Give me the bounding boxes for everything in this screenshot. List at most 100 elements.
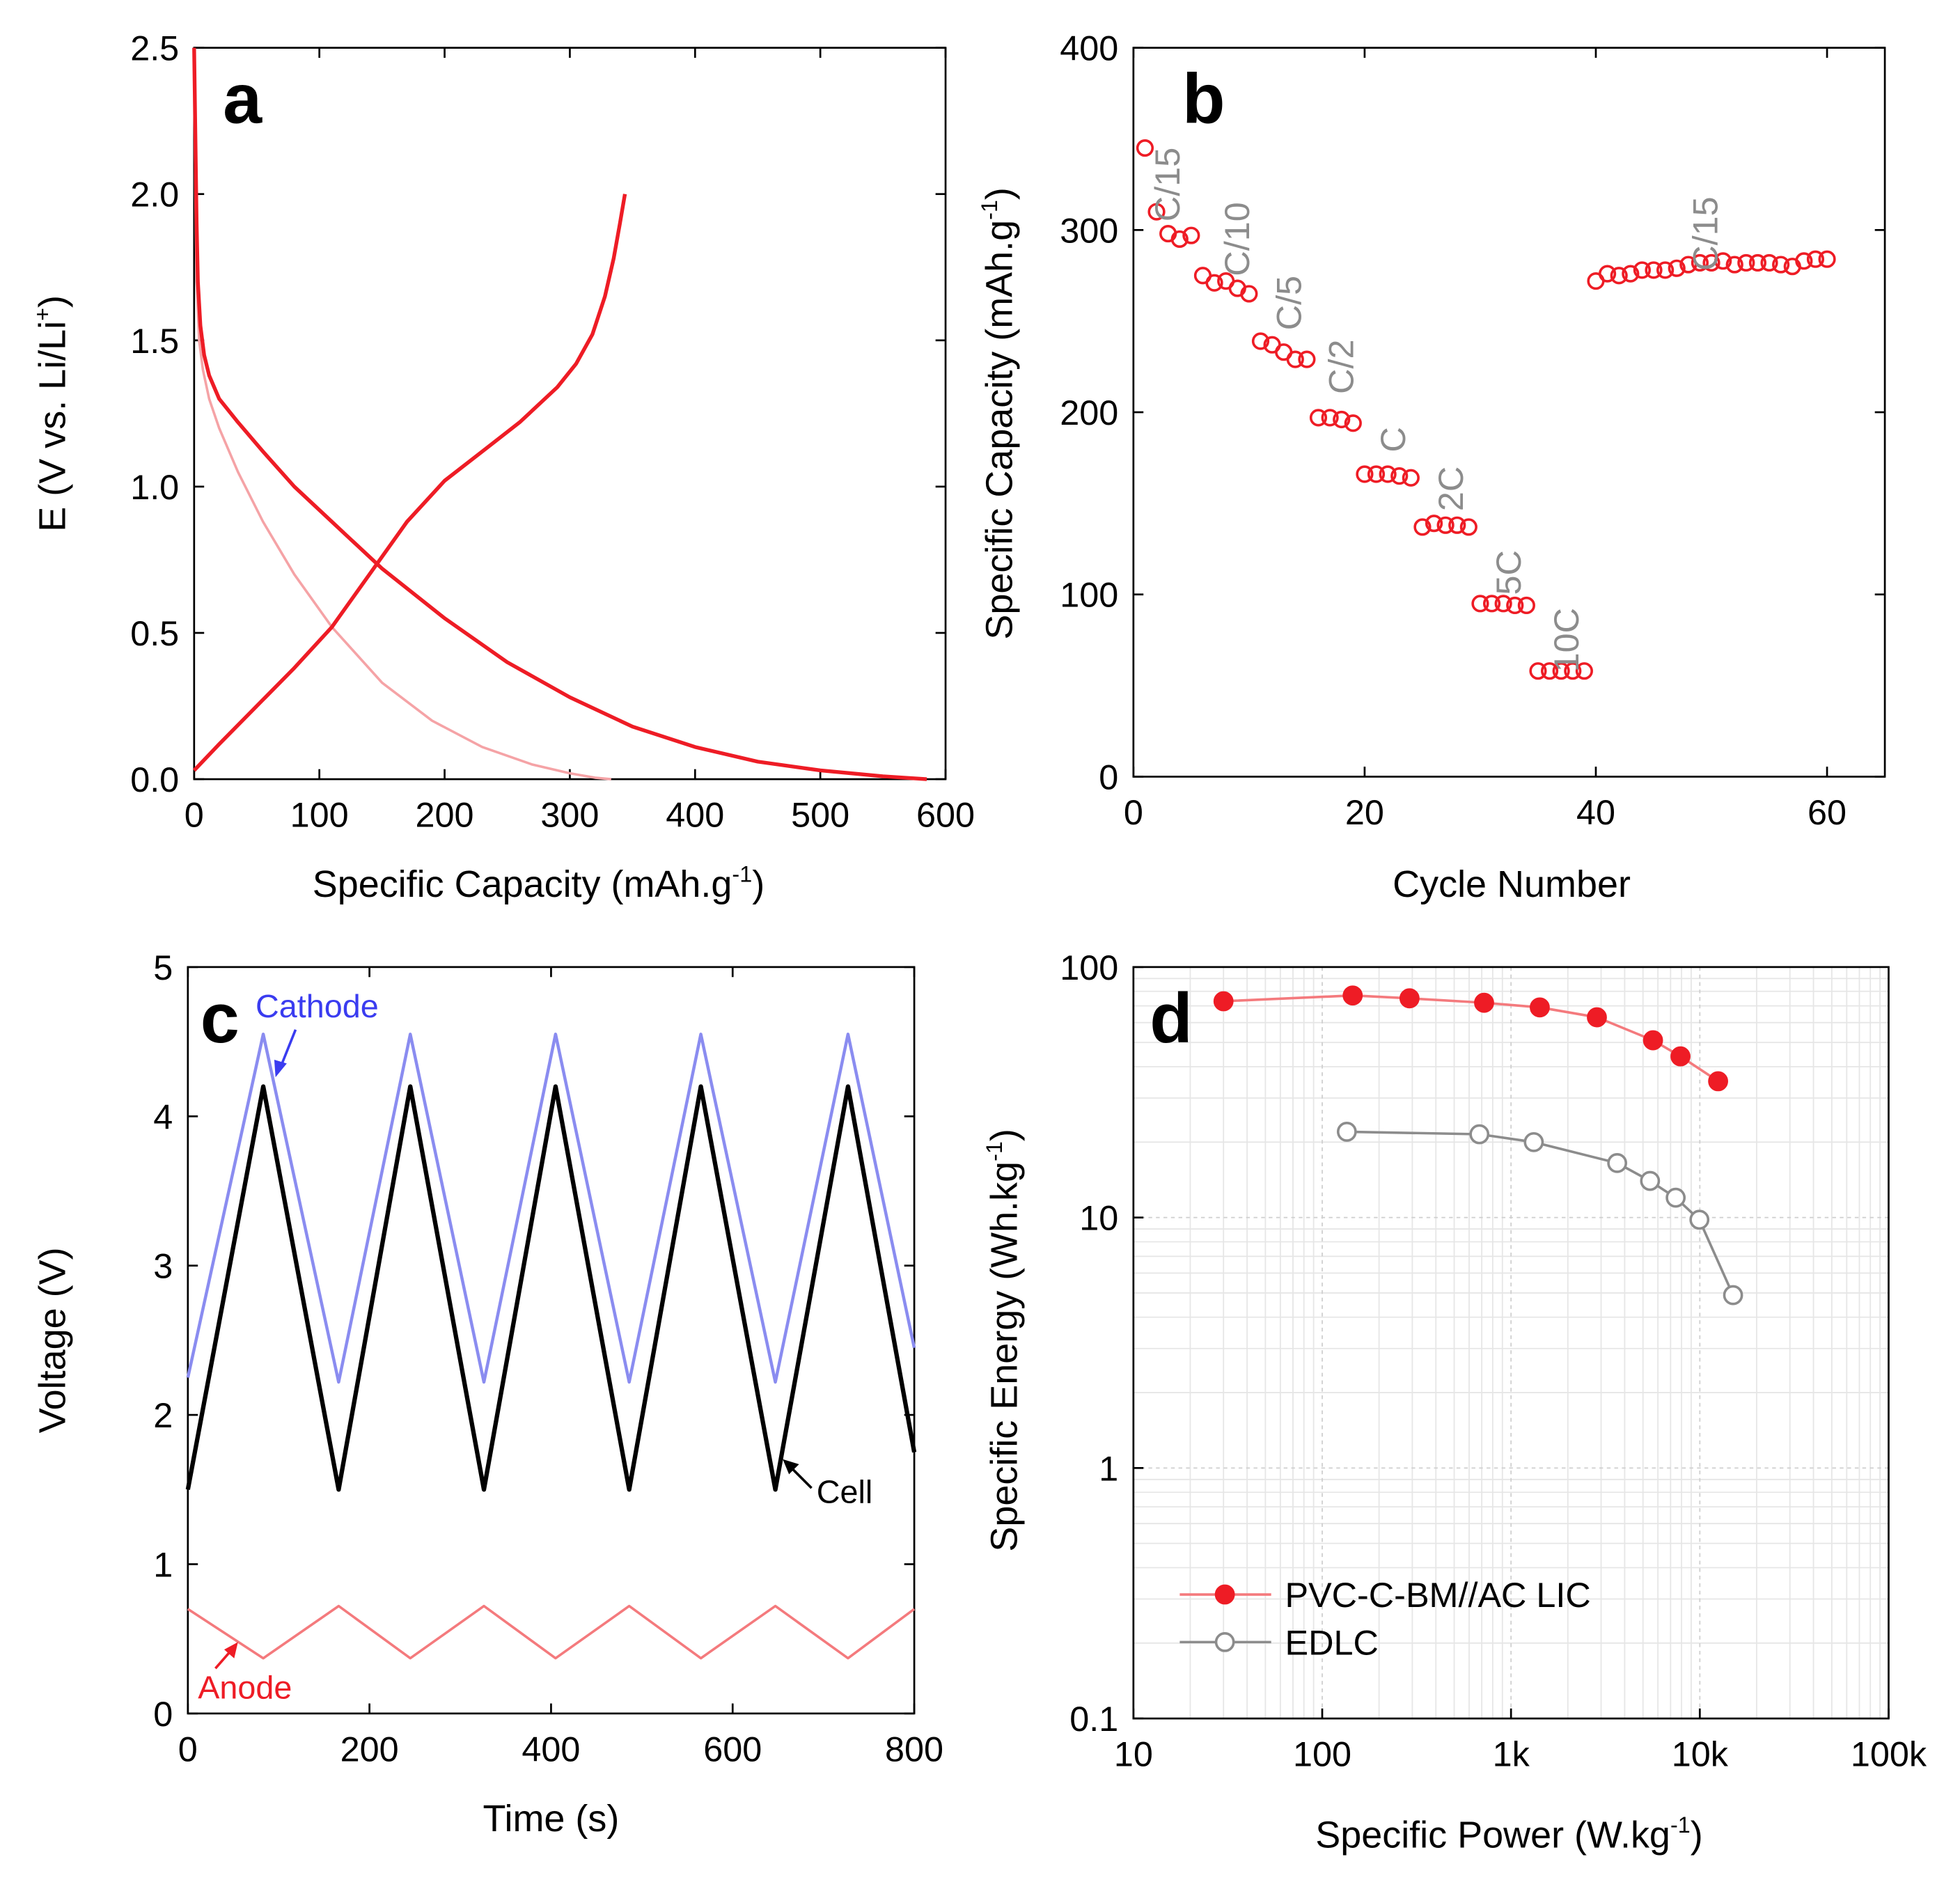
data-point	[1482, 595, 1501, 613]
rate-annotation: 10C	[1546, 608, 1586, 672]
series-line-first-discharge	[193, 47, 611, 781]
y-axis-title-end: )	[32, 295, 74, 308]
data-point	[1251, 332, 1270, 350]
lic-point	[1587, 1007, 1607, 1028]
y-tick-label: 0	[153, 1694, 173, 1734]
y-tick-label: 100	[1060, 575, 1118, 615]
lic-point	[1399, 988, 1420, 1009]
rate-annotation: 2C	[1431, 467, 1471, 511]
data-point	[1436, 516, 1455, 534]
data-point	[1356, 465, 1374, 483]
edlc-point	[1469, 1124, 1490, 1145]
data-point	[1517, 596, 1535, 615]
x-tick-label: 1k	[1493, 1734, 1530, 1773]
rate-annotation: C/2	[1321, 339, 1361, 393]
x-tick-label: 600	[916, 794, 975, 834]
data-point	[1309, 409, 1328, 427]
y-axis-title-sup: -1	[977, 200, 1002, 220]
lic-point	[1708, 1071, 1728, 1092]
y-axis-title: Voltage (V)	[32, 1247, 74, 1433]
x-tick-label: 300	[540, 794, 599, 834]
rate-annotation: C/15	[1147, 148, 1187, 221]
y-tick-label: 1.5	[130, 321, 179, 361]
rate-annotation: C	[1373, 427, 1413, 452]
x-tick-label: 0	[178, 1729, 198, 1769]
y-tick-label: 0.5	[130, 613, 179, 653]
lic-point	[1342, 985, 1363, 1006]
rate-annotation: 5C	[1489, 550, 1528, 595]
series-line-discharge	[192, 47, 927, 781]
x-tick-label: 0	[185, 794, 204, 834]
data-point	[1622, 265, 1640, 283]
series-line-charge	[192, 194, 627, 772]
y-tick-label: 400	[1060, 29, 1118, 68]
data-point	[1147, 203, 1166, 221]
data-point	[1760, 253, 1778, 272]
edlc-point	[1607, 1152, 1628, 1173]
data-point	[1540, 662, 1559, 680]
x-axis-title-end: )	[1691, 1814, 1703, 1856]
cell-label: Cell	[817, 1474, 873, 1510]
data-point	[1772, 256, 1790, 274]
data-point	[1610, 267, 1628, 285]
data-point	[1205, 274, 1223, 292]
y-tick-label: 3	[153, 1246, 173, 1286]
y-tick-label: 0.1	[1069, 1699, 1118, 1739]
data-point	[1714, 252, 1732, 270]
legend-label: EDLC	[1285, 1622, 1378, 1662]
y-tick-label: 0	[1099, 757, 1118, 797]
y-axis-title: E (V vs. Li/Li+)	[30, 295, 74, 532]
x-tick-label: 20	[1345, 792, 1384, 832]
data-point	[1645, 261, 1663, 279]
data-point	[1425, 515, 1443, 533]
y-tick-label: 100	[1060, 948, 1118, 987]
y-tick-label: 2.5	[130, 29, 179, 68]
y-axis-title: Specific Capacity (mAh.g-1)	[977, 187, 1021, 639]
data-point	[1182, 226, 1200, 244]
legend: PVC-C-BM//AC LIC EDLC	[1179, 1575, 1591, 1662]
data-point	[1170, 230, 1189, 249]
data-point	[1136, 139, 1154, 157]
edlc-point	[1523, 1131, 1544, 1152]
x-tick-label: 400	[666, 794, 724, 834]
x-tick-label: 60	[1808, 792, 1847, 832]
y-tick-label: 4	[153, 1097, 173, 1136]
x-tick-label: 400	[522, 1729, 580, 1769]
lic-point	[1643, 1030, 1663, 1051]
y-tick-label: 10	[1079, 1198, 1118, 1238]
cathode-arrow	[279, 1029, 297, 1068]
data-point	[1413, 518, 1432, 536]
y-tick-label: 200	[1060, 393, 1118, 432]
panel-label: d	[1150, 980, 1193, 1058]
data-point	[1552, 662, 1570, 680]
panel-a: 0 100 200 300 400 500 600 0.0 0.5 1.0 1.5 2.0 2.5 Spe…	[30, 29, 975, 906]
edlc-point	[1640, 1170, 1661, 1191]
x-tick-label: 100	[1293, 1734, 1351, 1773]
data-point	[1795, 252, 1813, 270]
lic-point	[1530, 997, 1550, 1018]
y-tick-label: 5	[153, 948, 173, 987]
data-point	[1818, 250, 1836, 268]
y-tick-label: 1	[1099, 1448, 1118, 1488]
data-point	[1506, 596, 1524, 615]
y-axis-title-end: )	[978, 187, 1020, 200]
x-axis-title: Specific Capacity (mAh.g-1)	[313, 862, 765, 906]
y-axis-title-main: Specific Energy (Wh.kg	[984, 1161, 1026, 1552]
data-point	[1333, 410, 1351, 429]
lic-point	[1670, 1046, 1691, 1067]
data-point	[1633, 261, 1651, 279]
x-tick-label: 100k	[1851, 1734, 1927, 1773]
y-axis-title: Specific Energy (Wh.kg-1)	[982, 1129, 1026, 1551]
y-axis-title-main: E (V vs. Li/Li	[32, 321, 74, 532]
cathode-arrowhead	[274, 1059, 287, 1078]
legend-label: PVC-C-BM//AC LIC	[1285, 1575, 1590, 1615]
x-axis-title: Time (s)	[483, 1798, 620, 1840]
x-tick-label: 40	[1576, 792, 1615, 832]
x-tick-label: 10	[1114, 1734, 1153, 1773]
x-axis-title-sup: -1	[1670, 1812, 1691, 1837]
y-tick-label: 1	[153, 1544, 173, 1584]
lic-point	[1213, 991, 1234, 1012]
x-tick-label: 500	[791, 794, 849, 834]
panel-b: 0 20 40 60 0 100 200 300 400 C/15 C/10 C/5 C/2 C 2C 5C 1…	[977, 29, 1886, 905]
